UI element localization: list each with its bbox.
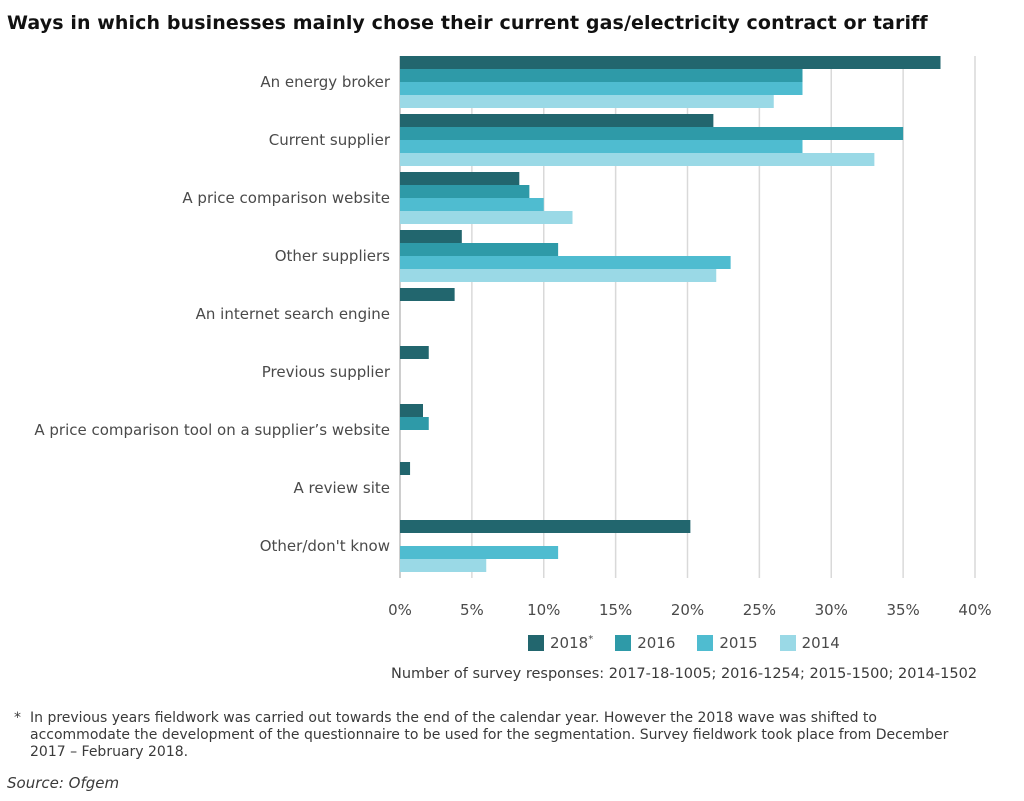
- bar-2018-other-suppliers: [400, 230, 462, 243]
- bar-2015-a-price-comparison-website: [400, 198, 544, 211]
- x-tick-label: 30%: [815, 601, 848, 619]
- bar-2015-other-don-t-know: [400, 546, 559, 559]
- legend: 2018* 2016 2015 2014: [528, 634, 862, 652]
- x-tick-label: 35%: [886, 601, 919, 619]
- category-labels: An energy broker Current supplier A price …: [34, 73, 390, 555]
- legend-swatch-2016: [615, 635, 632, 651]
- bar-2016-other-suppliers: [400, 243, 559, 256]
- x-tick-label: 15%: [599, 601, 632, 619]
- category-label-other-suppliers: Other suppliers: [275, 247, 390, 265]
- x-tick-label: 25%: [743, 601, 776, 619]
- category-label-a-price-comparison-tool-on-a-supplier-s-website: A price comparison tool on a supplier’s …: [34, 421, 390, 439]
- legend-item-2018: 2018*: [528, 634, 593, 652]
- legend-swatch-2014: [779, 635, 796, 651]
- legend-swatch-2015: [697, 635, 714, 651]
- bar-2018-other-don-t-know: [400, 520, 691, 533]
- chart-title: Ways in which businesses mainly chose th…: [7, 12, 928, 34]
- legend-sup-2018: *: [588, 634, 594, 645]
- bar-2018-a-price-comparison-website: [400, 172, 520, 185]
- category-label-previous-supplier: Previous supplier: [262, 363, 391, 381]
- bar-2015-other-suppliers: [400, 256, 731, 269]
- bar-chart: An energy broker Current supplier A price …: [34, 56, 992, 619]
- bar-2014-current-supplier: [400, 153, 875, 166]
- bar-2014-other-suppliers: [400, 269, 717, 282]
- legend-label-2014: 2014: [801, 634, 840, 652]
- bar-2016-current-supplier: [400, 127, 904, 140]
- source-note: Source: Ofgem: [7, 774, 120, 792]
- category-label-a-price-comparison-website: A price comparison website: [182, 189, 390, 207]
- bar-2015-an-energy-broker: [400, 82, 803, 95]
- bar-2018-a-price-comparison-tool-on-a-supplier-s-website: [400, 404, 423, 417]
- footnote-marker: *: [14, 710, 21, 726]
- footnote: * In previous years fieldwork was carrie…: [14, 710, 974, 761]
- bar-2014-an-energy-broker: [400, 95, 774, 108]
- bar-2016-a-price-comparison-website: [400, 185, 530, 198]
- x-tick-label: 40%: [958, 601, 991, 619]
- legend-item-2014: 2014: [779, 634, 840, 652]
- bar-2014-a-price-comparison-website: [400, 211, 573, 224]
- legend-swatch-2018: [528, 635, 544, 651]
- x-tick-label: 10%: [527, 601, 560, 619]
- x-tick-label: 0%: [388, 601, 412, 619]
- legend-label-2015: 2015: [719, 634, 758, 652]
- x-tick-label: 20%: [671, 601, 704, 619]
- bar-2018-an-energy-broker: [400, 56, 941, 69]
- legend-item-2016: 2016: [615, 634, 675, 652]
- bar-2018-an-internet-search-engine: [400, 288, 455, 301]
- footnote-text: In previous years fieldwork was carried …: [30, 710, 949, 760]
- bar-2018-a-review-site: [400, 462, 411, 475]
- legend-item-2015: 2015: [697, 634, 758, 652]
- x-axis-tick-labels: 0% 5% 10% 15% 20% 25% 30% 35% 40%: [388, 601, 992, 619]
- category-label-an-energy-broker: An energy broker: [260, 73, 390, 91]
- bar-2016-an-energy-broker: [400, 69, 803, 82]
- bar-2016-a-price-comparison-tool-on-a-supplier-s-website: [400, 417, 429, 430]
- bar-2014-other-don-t-know: [400, 559, 487, 572]
- bar-2018-current-supplier: [400, 114, 714, 127]
- x-tick-label: 5%: [460, 601, 484, 619]
- gridlines: [399, 56, 976, 578]
- legend-label-2016: 2016: [637, 634, 676, 652]
- bars: [400, 56, 941, 572]
- category-label-other-don-t-know: Other/don't know: [260, 537, 390, 555]
- bar-2018-previous-supplier: [400, 346, 429, 359]
- category-label-current-supplier: Current supplier: [269, 131, 391, 149]
- legend-label-2018: 2018: [550, 634, 589, 652]
- category-label-an-internet-search-engine: An internet search engine: [196, 305, 390, 323]
- survey-responses-note: Number of survey responses: 2017-18-1005…: [391, 666, 978, 682]
- bar-2015-current-supplier: [400, 140, 803, 153]
- category-label-a-review-site: A review site: [294, 479, 391, 497]
